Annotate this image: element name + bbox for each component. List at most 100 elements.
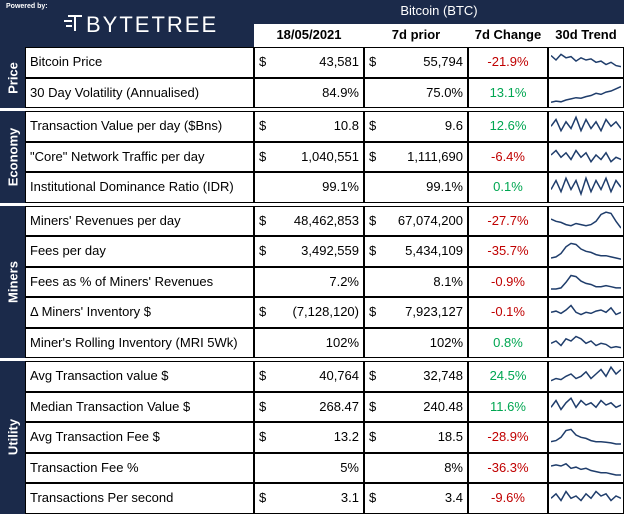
change-value: -28.9% (468, 422, 548, 453)
sparkline-path (551, 335, 621, 349)
dollar-sign: $ (259, 212, 267, 228)
current-value-text: 3,492,559 (301, 243, 359, 258)
current-value-text: 5% (340, 459, 359, 475)
metric-label: Transaction Value per day ($Bns) (25, 111, 254, 142)
sparkline (551, 148, 621, 163)
current-value: $1,040,551 (254, 141, 364, 172)
current-value: $13.2 (254, 422, 364, 453)
sparkline-path (551, 176, 621, 197)
col-header-change: 7d Change (468, 24, 548, 46)
prior-value: $55,794 (364, 47, 468, 78)
trend-sparkline (548, 77, 624, 108)
dollar-sign: $ (259, 368, 267, 383)
current-value-text: 102% (325, 334, 359, 350)
prior-value: 99.1% (364, 172, 468, 203)
sparkline-path (551, 148, 621, 163)
metric-label: Fees as % of Miners' Revenues (25, 266, 254, 297)
sparkline (551, 428, 621, 445)
sparkline-path (551, 304, 621, 316)
prior-value-text: 32,748 (423, 368, 463, 383)
current-value-text: 13.2 (333, 429, 359, 444)
prior-value-text: 3.4 (444, 490, 463, 505)
current-value-text: (7,128,120) (292, 304, 360, 319)
metric-label: Median Transaction Value $ (25, 391, 254, 422)
current-value: $10.8 (254, 111, 364, 142)
current-value-text: 48,462,853 (293, 212, 359, 228)
current-value-text: 7.2% (329, 273, 359, 289)
current-value: 102% (254, 327, 364, 358)
sparkline-path (551, 396, 621, 411)
trend-sparkline (548, 205, 624, 236)
prior-value-text: 75.0% (426, 84, 463, 100)
section-label-economy: Economy (0, 111, 25, 203)
current-value: $3.1 (254, 483, 364, 514)
prior-value-text: 5,434,109 (405, 243, 463, 258)
current-value-text: 1,040,551 (301, 148, 359, 164)
sparkline-path (551, 490, 621, 502)
sparkline (551, 115, 621, 133)
prior-value: $32,748 (364, 361, 468, 392)
sparkline-path (551, 428, 621, 445)
dollar-sign: $ (259, 54, 267, 69)
dollar-sign: $ (369, 429, 377, 444)
sparkline-path (551, 365, 621, 382)
trend-sparkline (548, 236, 624, 267)
trend-sparkline (548, 172, 624, 203)
current-value-text: 84.9% (322, 84, 359, 100)
sparkline (551, 365, 621, 382)
current-value: 5% (254, 452, 364, 483)
current-value: $48,462,853 (254, 205, 364, 236)
current-value: $43,581 (254, 47, 364, 78)
prior-value-text: 240.48 (423, 398, 463, 414)
current-value: 99.1% (254, 172, 364, 203)
dollar-sign: $ (369, 304, 377, 319)
metric-label: Transaction Fee % (25, 452, 254, 483)
trend-sparkline (548, 327, 624, 358)
prior-value-text: 18.5 (437, 429, 463, 444)
dollar-sign: $ (369, 368, 377, 383)
dollar-sign: $ (259, 304, 267, 319)
metric-label: "Core" Network Traffic per day (25, 141, 254, 172)
section-label-miners: Miners (0, 205, 25, 358)
dollar-sign: $ (369, 54, 377, 69)
current-value: $268.47 (254, 391, 364, 422)
sparkline (551, 462, 621, 476)
current-value: 7.2% (254, 266, 364, 297)
trend-sparkline (548, 452, 624, 483)
trend-sparkline (548, 266, 624, 297)
prior-value: $5,434,109 (364, 236, 468, 267)
bytetree-logo: Powered by: BYTETREE (0, 0, 254, 47)
change-value: 0.1% (468, 172, 548, 203)
prior-value-text: 8.1% (433, 273, 463, 289)
sparkline (551, 176, 621, 197)
current-value-text: 43,581 (319, 54, 359, 69)
prior-value-text: 8% (444, 459, 463, 475)
metric-label: Avg Transaction Fee $ (25, 422, 254, 453)
sparkline (551, 490, 621, 502)
metric-label: Transactions Per second (25, 483, 254, 514)
dollar-sign: $ (369, 243, 377, 258)
metric-label: Miners' Revenues per day (25, 205, 254, 236)
current-value: 84.9% (254, 77, 364, 108)
sparkline-path (551, 85, 621, 103)
change-value: -35.7% (468, 236, 548, 267)
change-value: -36.3% (468, 452, 548, 483)
prior-value-text: 9.6 (444, 118, 463, 133)
change-value: -0.1% (468, 297, 548, 328)
prior-value-text: 102% (429, 334, 463, 350)
sparkline (551, 53, 621, 68)
dollar-sign: $ (259, 118, 267, 133)
dollar-sign: $ (259, 148, 267, 164)
sparkline-path (551, 242, 621, 260)
col-header-date: 18/05/2021 (254, 24, 364, 46)
dollar-sign: $ (259, 490, 267, 505)
current-value-text: 10.8 (333, 118, 359, 133)
change-value: 0.8% (468, 327, 548, 358)
metric-label: Institutional Dominance Ratio (IDR) (25, 172, 254, 203)
prior-value: $3.4 (364, 483, 468, 514)
prior-value: 75.0% (364, 77, 468, 108)
change-value: -0.9% (468, 266, 548, 297)
prior-value-text: 1,111,690 (407, 148, 463, 164)
prior-value-text: 67,074,200 (397, 212, 463, 228)
trend-sparkline (548, 111, 624, 142)
